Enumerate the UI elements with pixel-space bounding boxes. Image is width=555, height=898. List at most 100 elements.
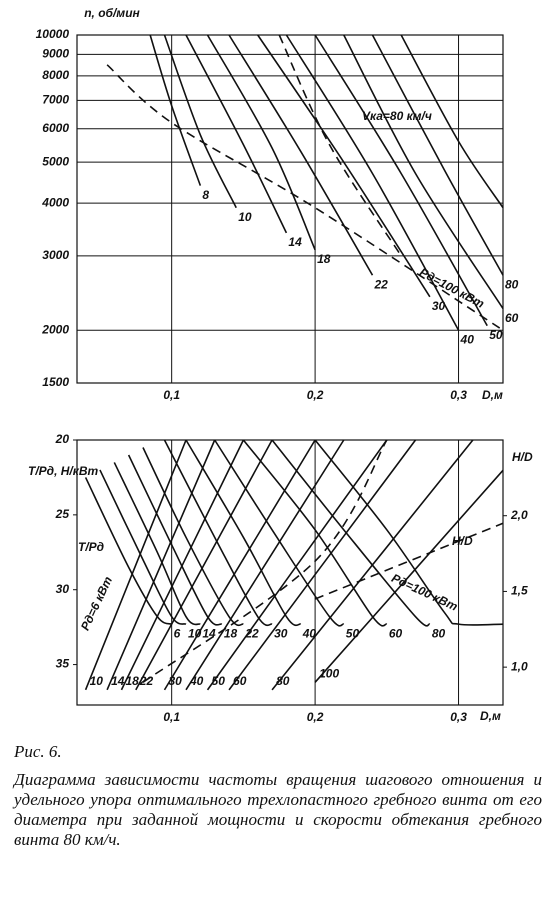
curve (185, 34, 288, 234)
curve-label: 8 (202, 188, 209, 202)
curve (135, 439, 273, 691)
curve (228, 439, 417, 691)
curve-label: 60 (233, 674, 247, 688)
y-tick-label: 1500 (42, 375, 69, 389)
curve-label: 40 (302, 626, 317, 640)
curve (120, 439, 245, 691)
curve (271, 439, 474, 691)
curve (142, 447, 244, 627)
curve (163, 439, 316, 691)
curve-label: 10 (188, 626, 202, 640)
x-tick-label: 0,2 (307, 388, 324, 402)
curve (214, 439, 345, 627)
curve-label: 18 (224, 626, 238, 640)
curve (106, 64, 504, 331)
power-label: Pд=100 кВт (389, 571, 460, 614)
curve (285, 34, 460, 331)
curve-label: 50 (346, 626, 360, 640)
y-tick-label: 6000 (42, 121, 69, 135)
curve-label: 80 (432, 626, 446, 640)
curve-label: 14 (111, 674, 125, 688)
y2-tick-label: 2,0 (510, 508, 528, 522)
power-label: Pд=6 кВт (78, 574, 115, 633)
curve-label: 60 (505, 311, 519, 325)
curve-label: 30 (168, 674, 182, 688)
figure: n, об/мин D,м Vка=80 км/ч Pд=100 кВт T/P… (28, 6, 533, 724)
x-tick-label: 0,3 (450, 388, 467, 402)
y-tick-label: 9000 (42, 46, 69, 60)
curve (106, 439, 216, 691)
curve (206, 439, 388, 691)
curve-label: 60 (389, 626, 403, 640)
y-tick-label: 10000 (36, 27, 70, 41)
curve-label: 14 (202, 626, 216, 640)
y-axis-label: T/Pд, Н/кВт (28, 464, 99, 478)
curve-label: 40 (189, 674, 204, 688)
curve-label: 30 (274, 626, 288, 640)
curve (99, 469, 187, 625)
y2-tick-label: 1,0 (511, 659, 528, 673)
caption-text: Диаграмма зависимости частоты вращения ш… (14, 770, 542, 849)
y2-axis-label: H/D (512, 450, 533, 464)
y-tick-label: 20 (55, 432, 70, 446)
curve (400, 34, 504, 209)
curve-label: 50 (212, 674, 226, 688)
annotation: Vка=80 км/ч (362, 109, 432, 123)
curve (242, 439, 388, 627)
curve (163, 439, 273, 627)
curve-label: 18 (317, 252, 331, 266)
curve (84, 477, 173, 625)
curve (149, 34, 202, 186)
curve (314, 439, 504, 626)
x-tick-label: 0,1 (163, 388, 180, 402)
x-tick-label: 0,3 (450, 710, 467, 724)
y-tick-label: 30 (56, 582, 70, 596)
curve (271, 439, 431, 627)
y-tick-label: 7000 (42, 93, 69, 107)
curve-label: 30 (432, 299, 446, 313)
y-axis-label: n, об/мин (84, 6, 140, 20)
curve (113, 462, 201, 626)
y-tick-label: 4000 (41, 195, 69, 209)
curve-label: 50 (489, 328, 503, 342)
y2-tick-label: 1,5 (511, 584, 528, 598)
inner-label: T/Pд (78, 540, 104, 554)
curve-label: 22 (244, 626, 259, 640)
x-tick-label: 0,2 (307, 710, 324, 724)
curve (142, 439, 388, 683)
y-tick-label: 5000 (42, 154, 69, 168)
curve (127, 454, 223, 626)
curve (314, 469, 504, 683)
y-tick-label: 2000 (41, 322, 69, 336)
curve (278, 34, 402, 257)
curve-label: 6 (174, 626, 181, 640)
curve-label: 10 (90, 674, 104, 688)
y-tick-label: 3000 (42, 248, 69, 262)
y-tick-label: 25 (55, 507, 70, 521)
curve-label: 80 (276, 674, 290, 688)
curve (185, 439, 345, 691)
curve-label: 100 (319, 666, 339, 680)
curve-label: 10 (238, 210, 252, 224)
curve-label: 22 (373, 277, 388, 291)
plot-frame (76, 439, 504, 706)
curve (343, 34, 504, 310)
curve-label: 14 (288, 235, 302, 249)
y-tick-label: 35 (56, 657, 70, 671)
y-tick-label: 8000 (42, 68, 69, 82)
curve (228, 34, 374, 276)
curve (84, 439, 187, 691)
x-tick-label: 0,1 (163, 710, 180, 724)
x-axis-label: D,м (482, 388, 503, 402)
curve-label: 18 (125, 674, 139, 688)
curve (163, 34, 237, 209)
curve (314, 34, 488, 327)
plot-frame (76, 34, 504, 384)
curve (257, 34, 431, 298)
curve-label: 40 (460, 332, 475, 346)
curve (371, 34, 504, 276)
curve (185, 439, 302, 627)
inner-label: H/D (452, 534, 473, 548)
figure-number: Рис. 6. (14, 742, 62, 761)
